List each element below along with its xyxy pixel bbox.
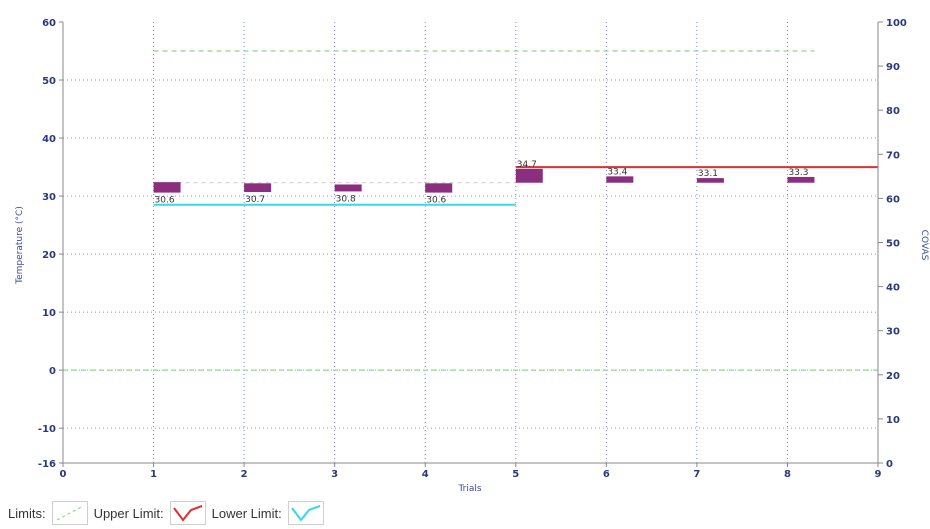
bar-value-label: 33.4 [607, 167, 627, 177]
y2-tick-label: 60 [886, 194, 900, 205]
bar-trial-3 [334, 184, 362, 192]
x-axis-title: Trials [457, 484, 481, 494]
y-tick-label: 10 [42, 308, 56, 319]
y-tick-label: 20 [42, 250, 56, 261]
y-tick-label: 40 [42, 134, 56, 145]
y2-tick-label: 20 [886, 371, 900, 382]
grid [63, 22, 878, 463]
y2-tick-label: 100 [886, 18, 907, 29]
bar-value-label: 30.6 [426, 196, 446, 206]
y2-tick-label: 80 [886, 106, 900, 117]
bar-value-label: 30.8 [336, 194, 356, 204]
axes [59, 21, 883, 467]
bar-trial-7 [696, 178, 724, 183]
y2-tick-label: 90 [886, 62, 900, 73]
x-tick-label: 1 [150, 469, 157, 480]
legend-swatch [51, 501, 88, 525]
x-tick-label: 5 [512, 469, 519, 480]
legend-label: Limits: [8, 505, 46, 521]
bar-trial-4 [425, 183, 453, 193]
x-tick-label: 7 [693, 469, 700, 480]
legend-label: Lower Limit: [211, 505, 282, 521]
bar-trial-6 [606, 176, 634, 183]
bar-value-label: 34.7 [517, 160, 537, 170]
tick-labels: 0 1 2 3 4 5 6 7 8 96050403020100-10-1610090807060… [38, 18, 907, 480]
y2-tick-label: 40 [886, 283, 900, 294]
y-tick-label: 30 [42, 192, 56, 203]
y2-axis-title: COVAS [919, 230, 929, 261]
legend: Limits: Upper Limit: Lower Limit: [8, 500, 324, 526]
temperature-chart: 30.6 30.7 30.8 30.6 34.7 33.4 33.1 33.3 0 1 2 3 4 5 6… [15, 18, 929, 494]
bar-value-label: 30.6 [155, 196, 175, 206]
x-tick-label: 4 [422, 469, 429, 480]
x-tick-label: 2 [241, 469, 248, 480]
legend-swatch [169, 501, 206, 525]
x-tick-label: 0 [60, 469, 67, 480]
limit-lines [63, 50, 878, 371]
x-tick-label: 8 [784, 469, 791, 480]
y2-tick-label: 30 [886, 327, 900, 338]
y2-tick-label: 70 [886, 150, 900, 161]
bars [153, 168, 815, 193]
bar-trial-2 [244, 183, 272, 193]
bar-labels: 30.6 30.7 30.8 30.6 34.7 33.4 33.1 33.3 [155, 160, 809, 206]
y-tick-label: -16 [38, 459, 56, 470]
bar-value-label: 30.7 [245, 195, 265, 205]
legend-label: Upper Limit: [93, 505, 164, 521]
y-axis-title: Temperature (°C) [15, 206, 25, 285]
y2-tick-label: 0 [886, 459, 893, 470]
x-tick-label: 6 [603, 469, 610, 480]
y-tick-label: 50 [42, 76, 56, 87]
bar-trial-1 [153, 182, 181, 193]
bar-value-label: 33.1 [698, 169, 718, 179]
y2-tick-label: 50 [886, 239, 900, 250]
y-tick-label: 60 [42, 18, 56, 29]
y2-tick-label: 10 [886, 415, 900, 426]
legend-swatch [287, 501, 324, 525]
y-tick-label: -10 [38, 424, 56, 435]
x-tick-label: 9 [875, 469, 882, 480]
bar-value-label: 33.3 [788, 168, 808, 178]
x-tick-label: 3 [331, 469, 338, 480]
y-tick-label: 0 [49, 366, 56, 377]
bar-trial-5 [515, 168, 543, 183]
bar-trial-8 [787, 176, 815, 183]
